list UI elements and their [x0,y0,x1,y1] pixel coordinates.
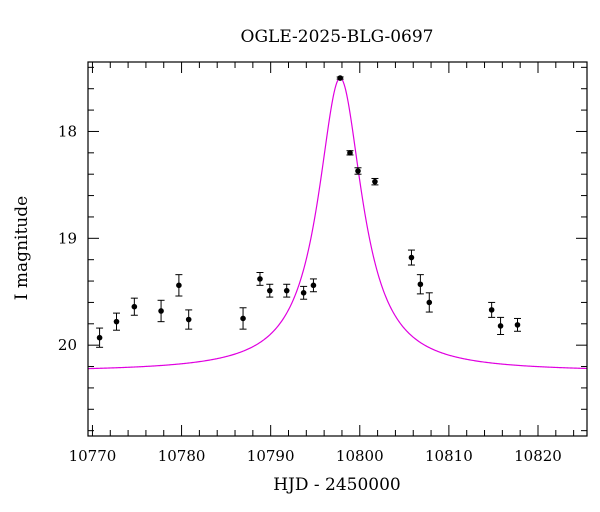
axis-ticks [88,62,587,436]
data-point [96,334,103,341]
x-tick-label: 10820 [514,447,562,465]
y-axis-label: I magnitude [12,196,32,300]
model-curve [87,77,588,370]
data-point [337,75,343,81]
chart-title: OGLE-2025-BLG-0697 [241,27,434,47]
data-point [488,307,495,313]
x-tick-label: 10790 [247,447,295,465]
data-point [310,282,317,289]
data-point [283,287,290,294]
data-point [372,178,378,185]
x-tick-label: 10810 [425,447,473,465]
data-point [240,315,246,322]
data-point [300,290,307,296]
x-tick-label: 10770 [69,447,117,465]
data-point [158,308,164,314]
data-point [355,168,361,174]
y-tick-label: 20 [58,336,77,354]
data-point [408,254,415,261]
x-axis-label: HJD - 2450000 [273,475,401,495]
data-point [514,322,521,328]
data-point [417,281,424,288]
data-point [185,316,192,323]
data-point [257,276,263,282]
tick-labels: 10770 10780 10790 10800 10810 10820 18 19 20 [58,122,562,465]
data-point [176,282,182,289]
x-tick-label: 10800 [336,447,384,465]
data-point [347,150,353,156]
data-point [266,287,273,294]
data-point [131,303,138,310]
y-tick-label: 18 [58,122,77,140]
model-curve-layer [87,77,588,370]
x-tick-label: 10780 [158,447,206,465]
data-point [113,318,120,325]
plot-frame [87,61,588,437]
data-point [426,299,433,306]
data-points [96,75,521,348]
data-point [497,323,504,329]
y-tick-label: 19 [58,229,77,247]
